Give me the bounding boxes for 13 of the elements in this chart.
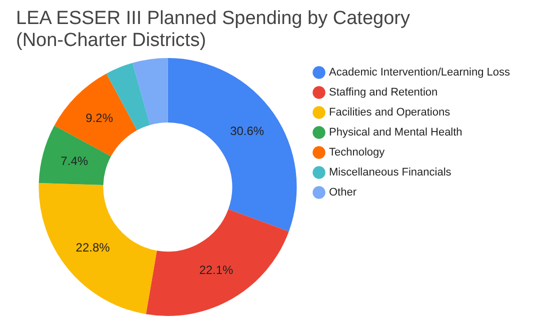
legend-label: Staffing and Retention xyxy=(329,86,438,99)
legend-label: Other xyxy=(329,186,357,199)
legend-label: Facilities and Operations xyxy=(329,106,451,119)
legend-label: Physical and Mental Health xyxy=(329,126,462,139)
legend-label: Miscellaneous Financials xyxy=(329,166,452,179)
data-label: 7.4% xyxy=(60,154,88,168)
legend-label: Technology xyxy=(329,146,386,159)
data-label: 22.1% xyxy=(199,263,234,278)
data-label: 30.6% xyxy=(230,124,264,138)
data-label: 9.2% xyxy=(86,110,114,125)
data-label: 22.8% xyxy=(76,240,110,255)
chart-title: LEA ESSER III Planned Spending by Category (Non-Charter Districts) xyxy=(15,8,411,53)
legend-label: Academic Intervention/Learning Loss xyxy=(329,66,510,79)
